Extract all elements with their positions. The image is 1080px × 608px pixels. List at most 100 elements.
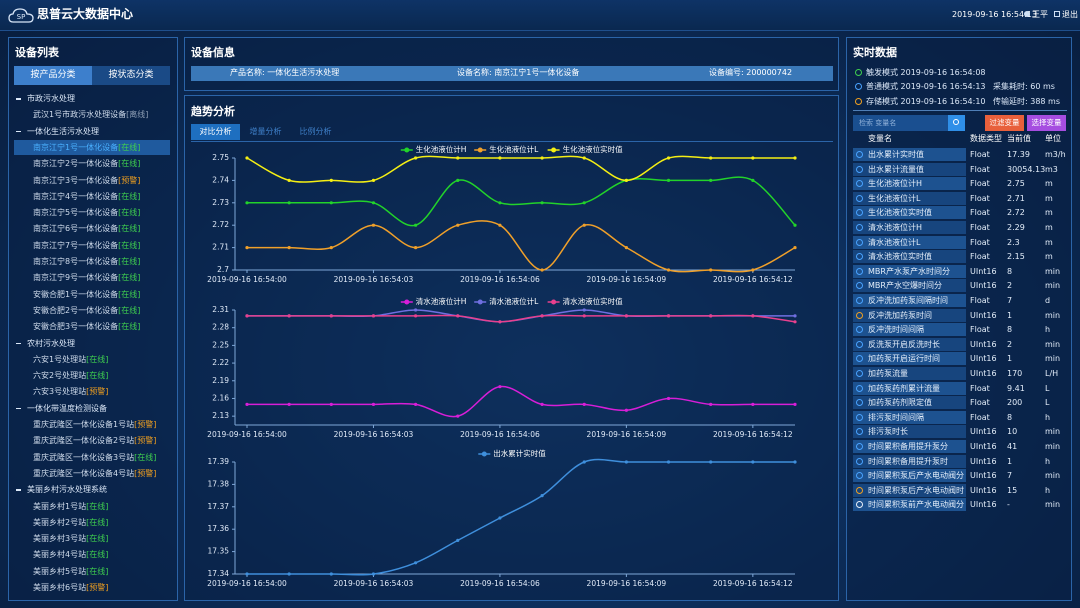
category-tab[interactable]: 按状态分类 [92,66,170,85]
table-cell: UInt16 [970,499,997,511]
separator [853,110,1067,111]
table-cell: min [1045,470,1060,482]
data-point [414,314,417,317]
y-tick-label: 2.16 [212,393,229,402]
data-point [751,268,754,271]
data-point [751,179,754,182]
tree-item[interactable]: 南京江宁7号一体化设备[在线] [33,240,140,252]
table-cell: 反冲洗加药泵间隔时间 [868,295,948,307]
analysis-tab[interactable]: 增量分析 [241,124,290,140]
tree-item[interactable]: 南京江宁1号一体化设备[在线] [33,142,140,154]
device-name: 安徽合肥3号一体化设备 [33,322,118,331]
tree-item[interactable]: 美丽乡村3号站[在线] [33,533,108,545]
tree-item[interactable]: 重庆武隆区一体化设备2号站[预警] [33,435,156,447]
device-name: 安徽合肥1号一体化设备 [33,290,118,299]
table-cell: 反冲洗时间间隔 [868,324,924,336]
data-point [751,460,754,463]
data-point [414,308,417,311]
tree-item[interactable]: 美丽乡村5号站[在线] [33,566,108,578]
tree-item[interactable]: 重庆武隆区一体化设备1号站[预警] [33,419,156,431]
device-name: 美丽乡村2号站 [33,518,86,527]
data-point [751,314,754,317]
device-name: 南京江宁8号一体化设备 [33,257,118,266]
mode-note: 传输延时: 388 ms [993,96,1060,108]
device-status: [预警] [134,436,156,445]
table-cell: Float [970,324,990,336]
table-cell: 时间累积泵后产水电动阀分 [868,470,964,482]
tree-item[interactable]: 美丽乡村4号站[在线] [33,549,108,561]
mode-text: 普通模式 2019-09-16 16:54:13 [866,81,986,93]
table-cell: 生化池液位实时值 [868,207,932,219]
table-cell: UInt16 [970,368,997,380]
data-point [245,572,248,575]
tree-item[interactable]: 南京江宁2号一体化设备[在线] [33,158,140,170]
device-status: [在线] [118,273,140,282]
tree-item[interactable]: 美丽乡村1号站[在线] [33,501,108,513]
tree-item[interactable]: 南京江宁6号一体化设备[在线] [33,223,140,235]
tree-item[interactable]: 安徽合肥3号一体化设备[在线] [33,321,140,333]
tree-item[interactable]: 六安2号处理站[在线] [33,370,108,382]
tree-toggle[interactable] [16,131,21,133]
tree-item[interactable]: 南京江宁3号一体化设备[预警] [33,175,140,187]
tree-item[interactable]: 六安3号处理站[预警] [33,386,108,398]
logout-button[interactable]: 退出 [1062,9,1078,21]
tree-item[interactable]: 美丽乡村6号站[预警] [33,582,108,594]
tree-group[interactable]: 一体化带温度检测设备 [27,403,107,415]
data-point [625,179,628,182]
mode-text: 存储模式 2019-09-16 16:54:10 [866,96,986,108]
tree-toggle[interactable] [16,408,21,410]
category-tab[interactable]: 按产品分类 [14,66,92,85]
tree-item[interactable]: 重庆武隆区一体化设备4号站[预警] [33,468,156,480]
panel-title: 实时数据 [853,44,897,60]
table-cell: UInt16 [970,339,997,351]
y-tick-label: 2.31 [212,305,229,314]
analysis-tab[interactable]: 对比分析 [191,124,240,140]
tree-item[interactable]: 美丽乡村2号站[在线] [33,517,108,529]
mode-note: 采集耗时: 60 ms [993,81,1055,93]
device-status: [预警] [118,176,140,185]
tree-item[interactable]: 六安1号处理站[在线] [33,354,108,366]
series-line [247,387,795,417]
tree-item[interactable]: 南京江宁5号一体化设备[在线] [33,207,140,219]
tree-item[interactable]: 南京江宁9号一体化设备[在线] [33,272,140,284]
data-point [330,572,333,575]
action-button[interactable]: 选择变量 [1027,115,1066,131]
tree-group[interactable]: 美丽乡村污水处理系统 [27,484,107,496]
analysis-tab[interactable]: 比例分析 [291,124,340,140]
device-name: 南京江宁9号一体化设备 [33,273,118,282]
device-status: [在线] [86,355,108,364]
tree-item[interactable]: 武汉1号市政污水处理设备[离线] [33,109,148,121]
row-icon [856,151,863,158]
tree-toggle[interactable] [16,489,21,491]
user-name[interactable]: 王平 [1032,9,1048,21]
table-cell: d [1045,295,1050,307]
tree-item[interactable]: 重庆武隆区一体化设备3号站[在线] [33,452,156,464]
action-button[interactable]: 过滤变量 [985,115,1024,131]
table-cell: 17.39 [1007,149,1030,161]
table-cell: UInt16 [970,456,997,468]
tree-group[interactable]: 一体化生活污水处理 [27,126,99,138]
y-tick-label: 17.38 [208,479,230,488]
data-point [372,179,375,182]
x-tick-label: 2019-09-16 16:54:00 [207,275,287,284]
device-status: [在线] [118,241,140,250]
tree-item[interactable]: 安徽合肥1号一体化设备[在线] [33,289,140,301]
tree-item[interactable]: 南京江宁8号一体化设备[在线] [33,256,140,268]
x-tick-label: 2019-09-16 16:54:09 [587,275,667,284]
column-header: 当前值 [1007,133,1031,145]
table-cell: 10 [1007,426,1017,438]
y-tick-label: 2.13 [212,411,229,420]
device-status: [在线] [118,143,140,152]
tree-item[interactable]: 南京江宁4号一体化设备[在线] [33,191,140,203]
legend-marker [551,148,556,153]
device-name: 南京江宁1号一体化设备 [33,143,118,152]
tree-toggle[interactable] [16,343,21,345]
tree-toggle[interactable] [16,98,21,100]
row-icon [856,297,863,304]
tree-group[interactable]: 农村污水处理 [27,338,75,350]
y-tick-label: 2.71 [212,243,229,252]
y-tick-label: 17.35 [208,547,230,556]
tree-item[interactable]: 安徽合肥2号一体化设备[在线] [33,305,140,317]
x-tick-label: 2019-09-16 16:54:12 [713,579,793,588]
tree-group[interactable]: 市政污水处理 [27,93,75,105]
